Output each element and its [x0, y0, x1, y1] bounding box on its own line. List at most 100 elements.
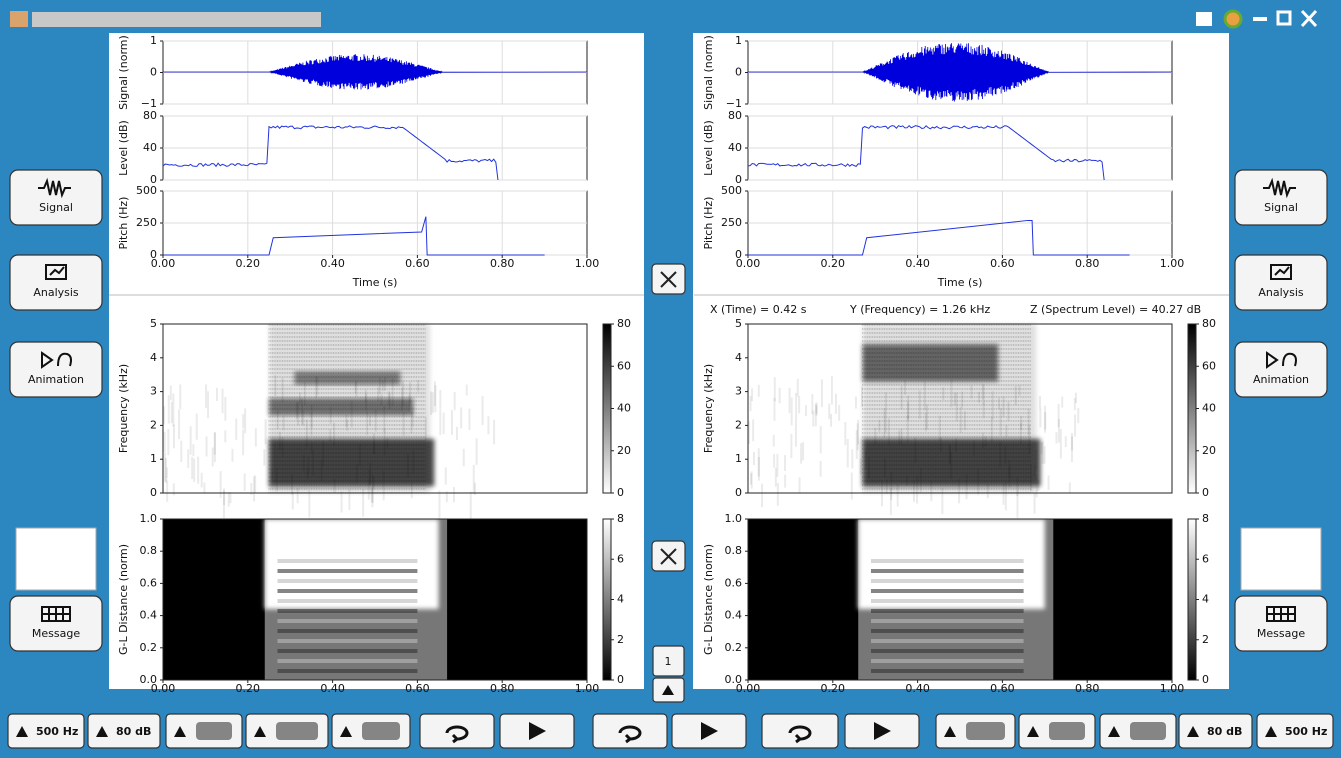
- page-up-button[interactable]: [652, 677, 685, 703]
- up-arrow[interactable]: [944, 726, 956, 737]
- toolbar-button[interactable]: 500 Hz: [7, 713, 85, 749]
- button-icon[interactable]: [1270, 264, 1292, 280]
- button-frame[interactable]: [761, 713, 839, 749]
- up-arrow[interactable]: [1265, 726, 1277, 737]
- button-icon[interactable]: [41, 606, 71, 622]
- tool-icon[interactable]: [362, 722, 400, 740]
- toolbar-button[interactable]: [1018, 713, 1096, 749]
- up-arrow[interactable]: [1027, 726, 1039, 737]
- toolbar-button[interactable]: [844, 713, 920, 749]
- button-label[interactable]: Animation: [1253, 373, 1309, 386]
- button-frame[interactable]: [87, 713, 161, 749]
- toolbar-button[interactable]: 500 Hz: [1256, 713, 1334, 749]
- button-label[interactable]: 80 dB: [1207, 725, 1242, 738]
- play-icon[interactable]: [701, 722, 718, 740]
- toolbar-button[interactable]: [1099, 713, 1177, 749]
- message-button[interactable]: Message: [1234, 595, 1328, 652]
- button-label[interactable]: Message: [32, 627, 80, 640]
- toolbar-button[interactable]: [761, 713, 839, 749]
- button-frame[interactable]: [419, 713, 495, 749]
- loop-icon[interactable]: [445, 725, 469, 744]
- close-button[interactable]: [1300, 9, 1318, 28]
- toolbar-button[interactable]: 80 dB: [1178, 713, 1253, 749]
- message-button[interactable]: Message: [9, 595, 103, 652]
- x-tick-label: 0.60: [990, 682, 1015, 695]
- button-frame[interactable]: [1178, 713, 1253, 749]
- toolbar-button[interactable]: 80 dB: [87, 713, 161, 749]
- up-arrow[interactable]: [174, 726, 186, 737]
- noise-speckle: [453, 392, 456, 411]
- up-arrow[interactable]: [254, 726, 266, 737]
- loop-icon[interactable]: [618, 725, 642, 744]
- toolbar-button[interactable]: [499, 713, 575, 749]
- tool-icon[interactable]: [966, 722, 1005, 740]
- close-bottom-button[interactable]: [651, 540, 686, 572]
- button-icon[interactable]: [1266, 351, 1297, 369]
- close-top-button[interactable]: [651, 263, 686, 295]
- toolbar-button[interactable]: [419, 713, 495, 749]
- button-frame[interactable]: [9, 169, 103, 226]
- toolbar-button[interactable]: [671, 713, 747, 749]
- button-frame[interactable]: [9, 341, 103, 398]
- y-tick-label: 0.0: [725, 673, 743, 686]
- button-icon[interactable]: [41, 351, 72, 369]
- button-frame[interactable]: [9, 595, 103, 652]
- animation-button[interactable]: Animation: [9, 341, 103, 398]
- toolbar-button[interactable]: [935, 713, 1016, 749]
- analysis-button[interactable]: Analysis: [1234, 254, 1328, 311]
- toolbar-button[interactable]: [592, 713, 668, 749]
- button-frame[interactable]: [1234, 595, 1328, 652]
- restore-button[interactable]: [1276, 10, 1292, 26]
- info-icon[interactable]: [1196, 12, 1212, 26]
- y-tick-label: 0.6: [140, 576, 158, 589]
- signal-button[interactable]: Signal: [1234, 169, 1328, 226]
- button-label[interactable]: Signal: [39, 201, 73, 214]
- button-label[interactable]: 500 Hz: [36, 725, 78, 738]
- animation-button[interactable]: Animation: [1234, 341, 1328, 398]
- x-tick-label: 0.00: [151, 257, 176, 270]
- button-frame[interactable]: [592, 713, 668, 749]
- button-frame[interactable]: [1234, 254, 1328, 311]
- button-frame[interactable]: [1256, 713, 1334, 749]
- toolbar-button[interactable]: [331, 713, 411, 749]
- color-icon[interactable]: [1223, 9, 1243, 29]
- up-arrow[interactable]: [1187, 726, 1199, 737]
- gl-stripe: [277, 659, 418, 663]
- noise-speckle: [221, 388, 224, 414]
- button-label[interactable]: 500 Hz: [1285, 725, 1327, 738]
- button-frame[interactable]: [1234, 341, 1328, 398]
- button-frame[interactable]: [9, 254, 103, 311]
- button-label[interactable]: Analysis: [33, 286, 79, 299]
- signal-button[interactable]: Signal: [9, 169, 103, 226]
- noise-speckle: [1057, 419, 1060, 443]
- loop-icon[interactable]: [788, 725, 812, 744]
- play-icon[interactable]: [529, 722, 546, 740]
- tool-icon[interactable]: [1130, 722, 1166, 740]
- noise-speckle: [751, 388, 754, 402]
- toolbar-button[interactable]: [245, 713, 329, 749]
- up-arrow[interactable]: [96, 726, 108, 737]
- button-label[interactable]: Signal: [1264, 201, 1298, 214]
- analysis-button[interactable]: Analysis: [9, 254, 103, 311]
- button-icon[interactable]: [1263, 177, 1296, 199]
- up-arrow[interactable]: [16, 726, 28, 737]
- play-icon[interactable]: [874, 722, 891, 740]
- up-arrow[interactable]: [340, 726, 352, 737]
- button-icon[interactable]: [38, 177, 71, 199]
- button-label[interactable]: Message: [1257, 627, 1305, 640]
- button-icon[interactable]: [45, 264, 67, 280]
- button-frame[interactable]: [1234, 169, 1328, 226]
- button-label[interactable]: Analysis: [1258, 286, 1304, 299]
- button-label[interactable]: 80 dB: [116, 725, 151, 738]
- button-icon[interactable]: [1266, 606, 1296, 622]
- button-label[interactable]: Animation: [28, 373, 84, 386]
- button-frame[interactable]: [7, 713, 85, 749]
- tool-icon[interactable]: [1049, 722, 1085, 740]
- tool-icon[interactable]: [196, 722, 232, 740]
- tool-icon[interactable]: [276, 722, 318, 740]
- up-arrow[interactable]: [1108, 726, 1120, 737]
- message-box[interactable]: [1240, 527, 1322, 591]
- minimize-button[interactable]: [1253, 17, 1267, 21]
- toolbar-button[interactable]: [165, 713, 243, 749]
- message-box[interactable]: [15, 527, 97, 591]
